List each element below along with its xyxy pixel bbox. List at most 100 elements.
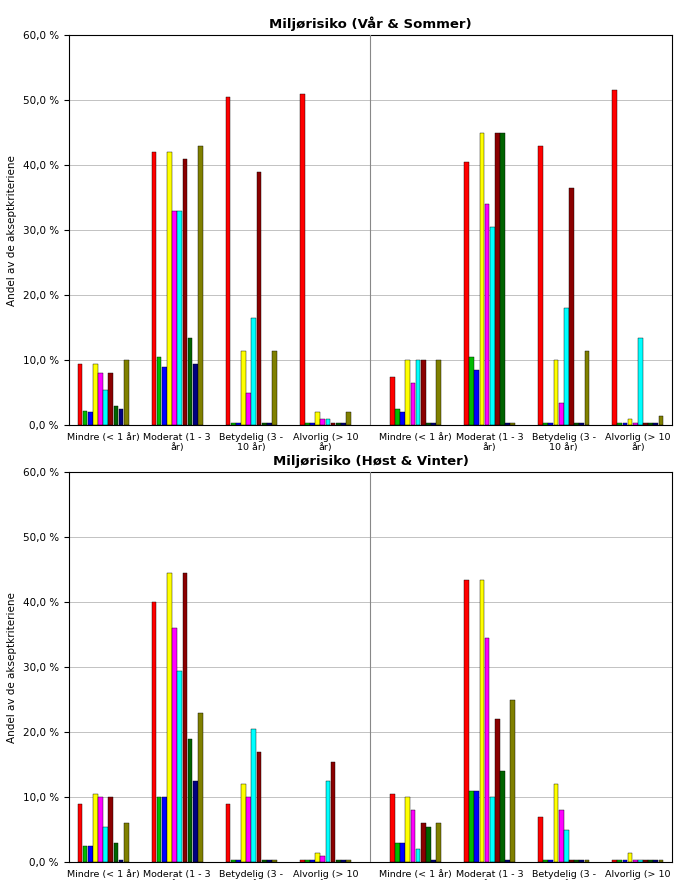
Bar xyxy=(475,370,479,425)
Bar xyxy=(252,730,256,862)
Bar xyxy=(114,843,118,862)
Bar xyxy=(82,411,87,425)
Bar xyxy=(564,830,569,862)
Bar xyxy=(336,423,340,425)
Bar xyxy=(633,423,637,425)
Bar xyxy=(231,423,235,425)
Bar xyxy=(405,360,410,425)
Bar xyxy=(401,413,405,425)
Bar xyxy=(543,423,548,425)
Bar xyxy=(506,861,510,862)
Bar xyxy=(167,152,172,425)
Bar xyxy=(93,794,97,862)
Bar xyxy=(226,803,230,862)
Bar xyxy=(485,204,489,425)
Bar xyxy=(257,172,261,425)
Bar xyxy=(124,824,129,862)
Bar xyxy=(436,824,441,862)
Bar xyxy=(172,211,177,425)
Bar xyxy=(331,423,335,425)
Bar xyxy=(172,628,177,862)
Bar xyxy=(108,797,113,862)
Bar xyxy=(574,861,579,862)
Bar xyxy=(500,133,505,425)
Bar xyxy=(119,409,123,425)
Bar xyxy=(431,423,436,425)
Bar xyxy=(241,784,246,862)
Bar xyxy=(78,803,82,862)
Bar xyxy=(246,392,251,425)
Bar xyxy=(490,797,495,862)
Bar xyxy=(469,791,474,862)
Bar xyxy=(182,573,187,862)
Bar xyxy=(98,373,103,425)
Bar xyxy=(152,602,156,862)
Bar xyxy=(124,360,129,425)
Bar xyxy=(643,423,648,425)
Bar xyxy=(612,861,617,862)
Bar xyxy=(108,373,113,425)
Bar xyxy=(93,363,97,425)
Bar xyxy=(262,861,266,862)
Title: Miljørisiko (Vår & Sommer): Miljørisiko (Vår & Sommer) xyxy=(269,17,472,32)
Bar xyxy=(305,861,309,862)
Bar xyxy=(395,409,400,425)
Bar xyxy=(390,377,394,425)
Title: Miljørisiko (Høst & Vinter): Miljørisiko (Høst & Vinter) xyxy=(272,455,469,468)
Bar xyxy=(569,861,573,862)
Legend: Alke, Grämåke, Havhest, Havsule, Krykkje, Lomvi, Lunde, Polarlomvi, Polarmåke, S: Alke, Grämåke, Havhest, Havsule, Krykkje… xyxy=(220,537,521,569)
Bar xyxy=(421,360,425,425)
Bar xyxy=(88,413,93,425)
Bar xyxy=(182,158,187,425)
Bar xyxy=(156,797,161,862)
Bar xyxy=(267,423,272,425)
Bar xyxy=(231,861,235,862)
Bar xyxy=(426,423,431,425)
Bar xyxy=(464,162,469,425)
Bar xyxy=(617,861,622,862)
Bar xyxy=(82,847,87,862)
Bar xyxy=(341,861,346,862)
Bar xyxy=(331,761,335,862)
Bar xyxy=(643,861,648,862)
Bar xyxy=(88,847,93,862)
Bar xyxy=(300,94,305,425)
Bar xyxy=(584,350,589,425)
Bar xyxy=(464,580,469,862)
Bar xyxy=(480,133,484,425)
Bar xyxy=(490,227,495,425)
Bar xyxy=(580,861,584,862)
Bar xyxy=(549,861,553,862)
Bar xyxy=(320,419,325,425)
Bar xyxy=(480,580,484,862)
Text: Sommer: Sommer xyxy=(499,497,554,510)
Bar xyxy=(569,188,573,425)
Bar xyxy=(421,824,425,862)
Bar xyxy=(654,861,659,862)
Bar xyxy=(405,797,410,862)
Bar xyxy=(495,133,499,425)
Bar xyxy=(346,413,351,425)
Bar xyxy=(549,423,553,425)
Bar xyxy=(495,719,499,862)
Bar xyxy=(241,350,246,425)
Bar xyxy=(336,861,340,862)
Bar xyxy=(648,423,653,425)
Bar xyxy=(198,146,203,425)
Bar xyxy=(305,423,309,425)
Bar xyxy=(416,360,421,425)
Bar xyxy=(506,423,510,425)
Bar xyxy=(390,794,394,862)
Bar xyxy=(659,415,663,425)
Bar xyxy=(252,318,256,425)
Bar xyxy=(104,826,108,862)
Bar xyxy=(559,403,563,425)
Bar xyxy=(119,861,123,862)
Bar xyxy=(617,423,622,425)
Bar xyxy=(554,784,558,862)
Bar xyxy=(395,843,400,862)
Bar xyxy=(584,861,589,862)
Bar xyxy=(162,367,167,425)
Bar xyxy=(188,739,192,862)
Bar xyxy=(162,797,167,862)
